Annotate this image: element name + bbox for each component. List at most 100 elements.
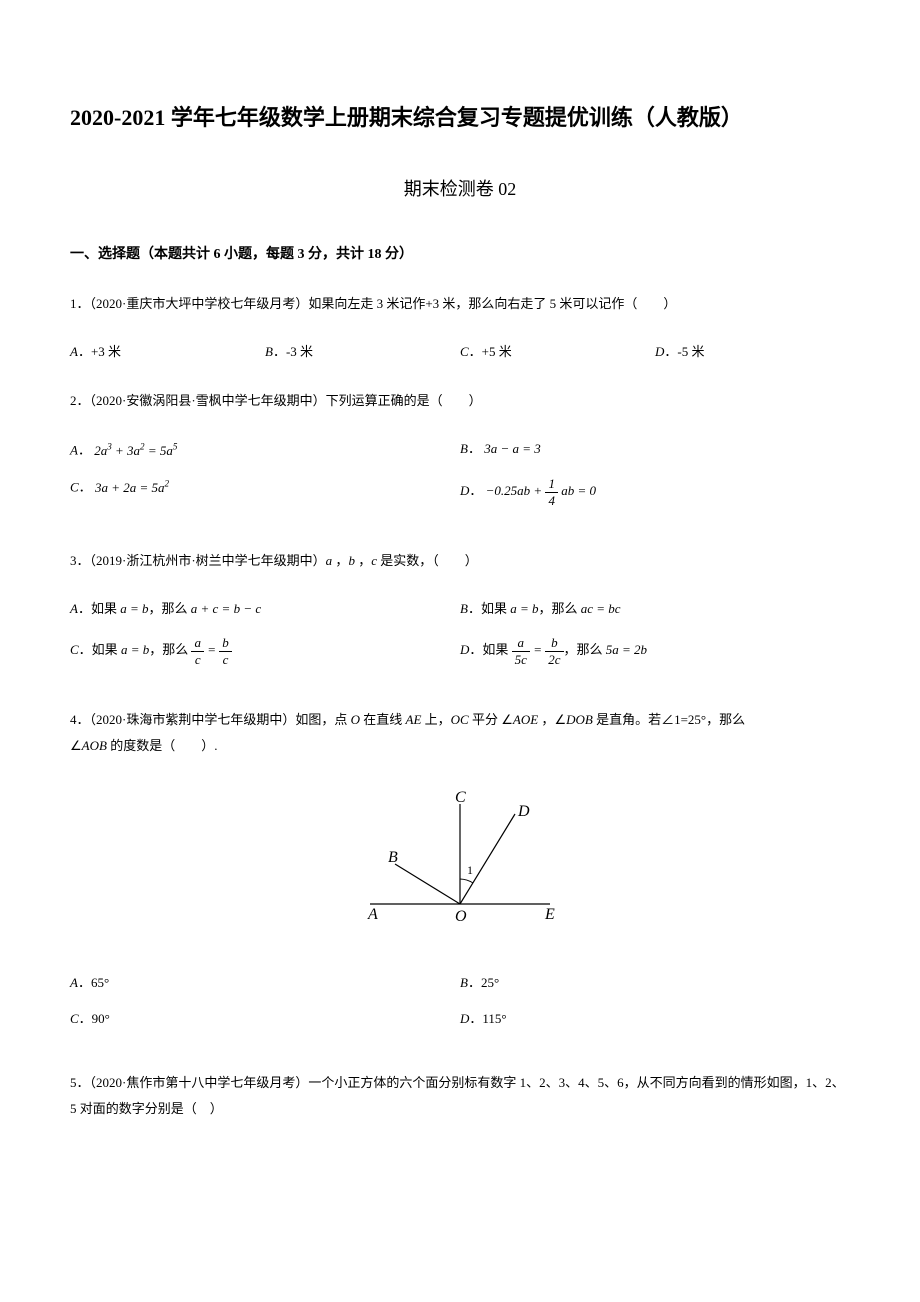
q4-p1: 在直线 xyxy=(360,712,406,727)
q4-diagram: A B C D E O 1 xyxy=(70,784,850,943)
option-mid: ，那么 xyxy=(149,601,191,616)
question-4-options: A．65° B．25° C．90° D．115° xyxy=(70,973,850,1045)
line-ob xyxy=(395,864,460,904)
q1-option-c: C．+5 米 xyxy=(460,342,655,363)
option-label: D xyxy=(460,1011,469,1026)
q4-option-d: D．115° xyxy=(460,1009,850,1030)
option-prefix: ．如果 xyxy=(468,601,510,616)
option-prefix: ．如果 xyxy=(79,642,121,657)
q2-option-b: B． 3a − a = 3 xyxy=(460,439,850,461)
option-text: ．-5 米 xyxy=(664,344,704,359)
math-angle: ∠AOB xyxy=(70,738,107,753)
option-prefix: ． xyxy=(79,480,92,495)
option-label: A xyxy=(70,975,78,990)
q2-option-d: D． −0.25ab + 14 ab = 0 xyxy=(460,476,850,508)
question-1-options: A．+3 米 B．-3 米 C．+5 米 D．-5 米 xyxy=(70,342,850,363)
math-angle: ∠DOB xyxy=(554,712,592,727)
option-label: B xyxy=(265,344,273,359)
q1-option-d: D．-5 米 xyxy=(655,342,850,363)
option-label: D xyxy=(460,642,469,657)
option-text: ．115° xyxy=(469,1011,506,1026)
option-prefix: ．如果 xyxy=(469,642,511,657)
question-1: 1．（2020·重庆市大坪中学校七年级月考）如果向左走 3 米记作+3 米，那么… xyxy=(70,291,850,317)
option-label: A xyxy=(70,344,78,359)
q4-p4: ， xyxy=(538,712,554,727)
math-var: AE xyxy=(406,712,422,727)
math-var: a xyxy=(326,553,333,568)
math-expr: a = b xyxy=(121,642,149,657)
option-label: D xyxy=(655,344,664,359)
question-5: 5．（2020·焦作市第十八中学七年级月考）一个小正方体的六个面分别标有数字 1… xyxy=(70,1070,850,1122)
label-b: B xyxy=(388,849,398,866)
math-expr: ac = bc xyxy=(581,601,621,616)
option-prefix: ． xyxy=(468,441,481,456)
option-label: C xyxy=(70,642,79,657)
q4-p5: 是直角。若∠1=25°，那么 xyxy=(593,712,745,727)
q3-suffix: 是实数，（ ） xyxy=(377,553,478,568)
option-mid: ，那么 xyxy=(149,642,191,657)
option-text: ．+5 米 xyxy=(469,344,512,359)
question-2: 2．（2020·安徽涡阳县·雪枫中学七年级期中）下列运算正确的是（ ） xyxy=(70,388,850,414)
q3-prefix: 3．（2019·浙江杭州市·树兰中学七年级期中） xyxy=(70,553,326,568)
option-label: C xyxy=(460,344,469,359)
option-text: ．25° xyxy=(468,975,499,990)
math-var: OC xyxy=(451,712,469,727)
option-label: B xyxy=(460,441,468,456)
math-expr: ac = bc xyxy=(191,642,231,657)
math-expr: 3a − a = 3 xyxy=(484,441,541,456)
math-expr: 2a3 + 3a2 = 5a5 xyxy=(94,443,177,458)
option-prefix: ． xyxy=(78,443,91,458)
option-prefix: ． xyxy=(469,483,482,498)
option-label: A xyxy=(70,443,78,458)
option-text: ．90° xyxy=(79,1011,110,1026)
label-d: D xyxy=(517,803,530,820)
option-text: ．-3 米 xyxy=(273,344,313,359)
option-mid: ，那么 xyxy=(564,642,606,657)
question-4: 4．（2020·珠海市紫荆中学七年级期中）如图，点 O 在直线 AE 上，OC … xyxy=(70,707,850,759)
angle-diagram-svg: A B C D E O 1 xyxy=(340,784,580,934)
math-expr: a5c = b2c xyxy=(512,642,564,657)
question-3: 3．（2019·浙江杭州市·树兰中学七年级期中）a ，b ，c 是实数，（ ） xyxy=(70,548,850,574)
math-expr: 3a + 2a = 5a2 xyxy=(95,480,169,495)
q4-p6: 的度数是（ ）. xyxy=(107,738,218,753)
question-3-options: A．如果 a = b，那么 a + c = b − c B．如果 a = b，那… xyxy=(70,599,850,682)
math-expr: a + c = b − c xyxy=(191,601,261,616)
math-angle: ∠AOE xyxy=(501,712,538,727)
option-label: A xyxy=(70,601,78,616)
page-subtitle: 期末检测卷 02 xyxy=(70,175,850,204)
option-prefix: ．如果 xyxy=(78,601,120,616)
math-expr: −0.25ab + 14 ab = 0 xyxy=(486,483,596,498)
q4-p2: 上， xyxy=(421,712,450,727)
option-text: ．65° xyxy=(78,975,109,990)
label-a: A xyxy=(367,906,378,923)
angle-arc xyxy=(460,879,473,883)
page-title: 2020-2021 学年七年级数学上册期末综合复习专题提优训练（人教版） xyxy=(70,100,850,135)
option-label: C xyxy=(70,480,79,495)
label-angle1: 1 xyxy=(467,863,473,877)
label-c: C xyxy=(455,789,466,806)
q2-option-c: C． 3a + 2a = 5a2 xyxy=(70,476,460,508)
section-header: 一、选择题（本题共计 6 小题，每题 3 分，共计 18 分） xyxy=(70,244,850,266)
label-e: E xyxy=(544,906,555,923)
q1-option-a: A．+3 米 xyxy=(70,342,265,363)
question-2-options: A． 2a3 + 3a2 = 5a5 B． 3a − a = 3 C． 3a +… xyxy=(70,439,850,523)
option-label: D xyxy=(460,483,469,498)
q3-option-a: A．如果 a = b，那么 a + c = b − c xyxy=(70,599,460,620)
option-label: B xyxy=(460,975,468,990)
q3-option-d: D．如果 a5c = b2c，那么 5a = 2b xyxy=(460,635,850,667)
label-o: O xyxy=(455,908,467,925)
math-var: b xyxy=(348,553,355,568)
math-var: O xyxy=(351,712,360,727)
q4-p3: 平分 xyxy=(469,712,502,727)
math-expr: 5a = 2b xyxy=(606,642,647,657)
q4-option-a: A．65° xyxy=(70,973,460,994)
math-expr: a = b xyxy=(510,601,538,616)
q4-prefix: 4．（2020·珠海市紫荆中学七年级期中）如图，点 xyxy=(70,712,351,727)
q2-option-a: A． 2a3 + 3a2 = 5a5 xyxy=(70,439,460,461)
option-label: B xyxy=(460,601,468,616)
option-label: C xyxy=(70,1011,79,1026)
q4-option-c: C．90° xyxy=(70,1009,460,1030)
math-expr: a = b xyxy=(120,601,148,616)
q3-option-b: B．如果 a = b，那么 ac = bc xyxy=(460,599,850,620)
option-mid: ，那么 xyxy=(539,601,581,616)
